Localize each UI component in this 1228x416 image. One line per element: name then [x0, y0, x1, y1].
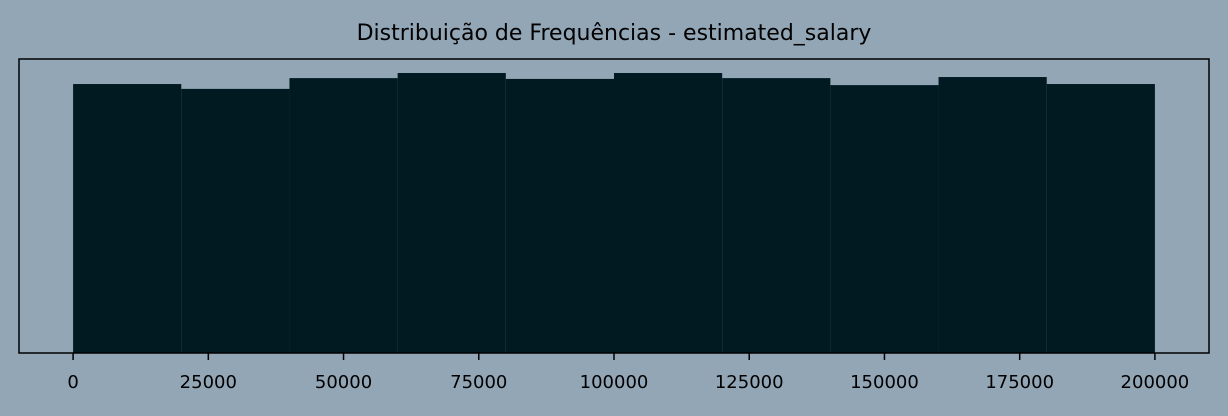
x-tick-label: 125000	[715, 372, 784, 393]
x-tick-label: 175000	[985, 372, 1054, 393]
bar	[397, 73, 506, 353]
x-tick-label: 200000	[1121, 372, 1190, 393]
x-tick-label: 25000	[180, 372, 237, 393]
x-tick-label: 100000	[580, 372, 649, 393]
bar	[73, 84, 182, 354]
bar	[505, 78, 614, 353]
bar	[1046, 84, 1155, 354]
bar	[289, 78, 398, 353]
bar	[614, 73, 723, 353]
x-tick-label: 0	[67, 372, 78, 393]
chart-title: Distribuição de Frequências - estimated_…	[357, 21, 872, 46]
x-tick-label: 150000	[850, 372, 919, 393]
x-tick-label: 75000	[450, 372, 507, 393]
bar	[938, 77, 1047, 354]
x-tick-label: 50000	[315, 372, 372, 393]
bar	[722, 78, 831, 353]
bar	[830, 85, 939, 353]
bar	[181, 88, 290, 353]
